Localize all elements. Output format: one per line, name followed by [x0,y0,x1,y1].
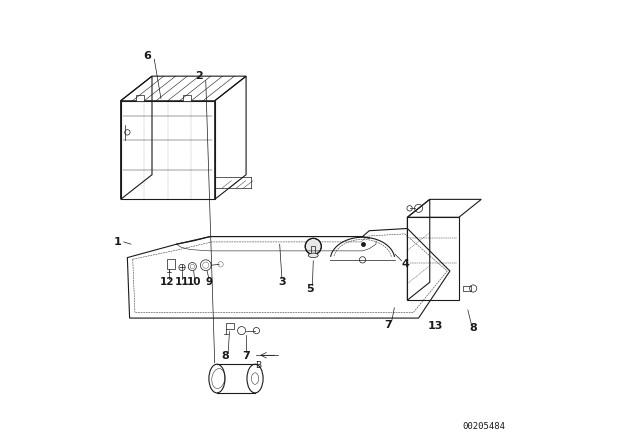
Text: 10: 10 [188,277,202,287]
Text: 11: 11 [175,277,189,287]
Text: 00205484: 00205484 [462,422,505,431]
Circle shape [305,238,321,254]
Bar [463,286,470,291]
Text: 5: 5 [307,284,314,294]
Bar [167,259,175,269]
Bar [136,95,145,101]
Text: 3: 3 [278,277,285,287]
Text: 12: 12 [159,277,174,287]
Text: 8: 8 [221,351,229,361]
Text: 9: 9 [205,277,212,287]
Text: 7: 7 [384,320,392,330]
Text: 4: 4 [401,259,409,269]
Text: 13: 13 [428,321,444,331]
Ellipse shape [308,253,318,258]
Text: 8: 8 [469,323,477,333]
Text: 7: 7 [242,351,250,361]
Text: 6: 6 [143,51,152,61]
Text: B: B [255,361,261,370]
Text: 1: 1 [114,237,122,247]
Bar [226,323,234,329]
Bar [312,246,315,256]
Text: 2: 2 [195,71,203,81]
Bar [183,95,191,101]
